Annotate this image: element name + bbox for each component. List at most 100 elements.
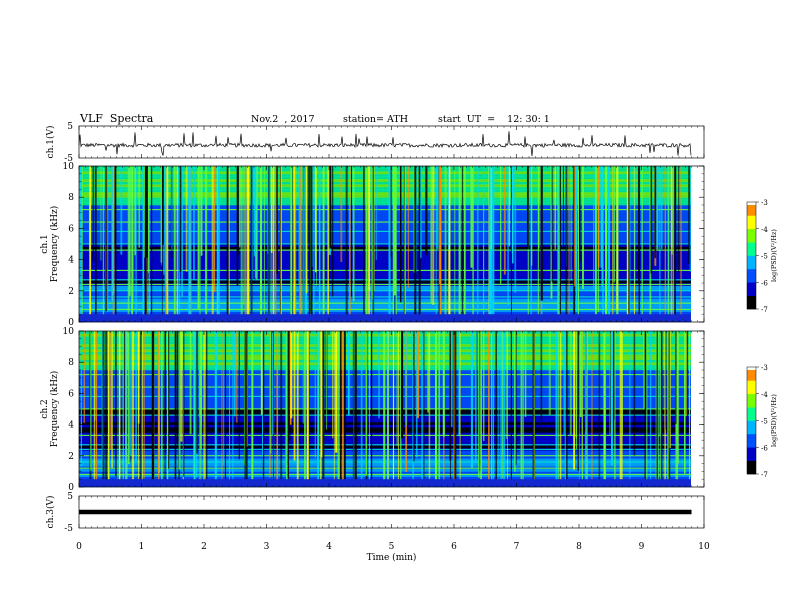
spheric-streak <box>253 166 256 257</box>
spheric-streak <box>345 166 348 322</box>
spheric-streak <box>288 331 291 441</box>
spheric-streak <box>489 166 492 322</box>
spheric-streak <box>131 166 134 322</box>
spheric-streak <box>555 331 558 487</box>
spheric-streak <box>414 166 417 322</box>
spheric-streak <box>307 166 309 245</box>
colorbar-segment <box>747 292 756 296</box>
spheric-streak <box>173 166 176 322</box>
spectrogram-band <box>79 184 691 188</box>
spheric-streak <box>314 331 316 459</box>
spheric-streak <box>368 166 371 322</box>
spheric-streak <box>577 166 579 322</box>
spheric-streak <box>569 331 572 436</box>
x-tick-label: 5 <box>389 542 395 552</box>
spheric-streak <box>633 331 636 456</box>
spheric-streak <box>224 331 227 487</box>
colorbar-segment <box>747 396 756 400</box>
spheric-streak <box>326 331 328 430</box>
spheric-streak <box>689 166 691 272</box>
spheric-streak <box>223 331 225 466</box>
spheric-streak <box>162 166 164 245</box>
panel-frame <box>78 125 705 159</box>
spheric-streak <box>340 166 343 262</box>
spheric-streak <box>308 166 311 315</box>
colorbar-segment <box>747 399 756 403</box>
colorbar-segment <box>747 252 756 256</box>
spheric-streak <box>501 331 504 479</box>
spheric-streak <box>383 331 386 487</box>
spheric-streak <box>347 331 350 416</box>
spectrogram-band <box>79 210 691 214</box>
spheric-streak <box>499 331 502 487</box>
spheric-streak <box>301 166 303 322</box>
spheric-streak <box>452 331 454 425</box>
colorbar-segment <box>747 239 756 243</box>
spectrogram-band <box>79 166 691 169</box>
spheric-streak <box>180 331 183 442</box>
spheric-streak <box>435 166 437 318</box>
spheric-streak <box>577 331 580 472</box>
spheric-streak <box>352 166 355 302</box>
spheric-streak <box>655 331 657 481</box>
spheric-streak <box>229 331 230 487</box>
spheric-streak <box>189 331 192 435</box>
y-axis-label: ch.3(V) <box>45 496 56 529</box>
spheric-streak <box>514 166 517 293</box>
spheric-streak <box>271 166 273 253</box>
colorbar-segment <box>747 290 756 294</box>
x-tick-label: 9 <box>639 542 645 552</box>
spheric-streak <box>657 331 659 487</box>
spheric-streak <box>244 166 247 322</box>
spheric-streak <box>268 166 270 322</box>
spheric-streak <box>111 331 113 468</box>
spheric-streak <box>660 331 663 487</box>
spheric-streak <box>656 166 659 250</box>
colorbar-segment <box>747 441 756 445</box>
colorbar-segment <box>747 367 756 370</box>
colorbar-segment <box>747 295 756 299</box>
colorbar-label: log(PSD)(V²/Hz) <box>770 394 778 447</box>
spheric-streak <box>305 166 308 294</box>
spheric-streak <box>284 331 287 472</box>
spectrogram-band <box>79 264 691 268</box>
spheric-streak <box>412 331 414 487</box>
colorbar-segment <box>747 423 756 427</box>
spheric-streak <box>174 331 177 487</box>
spheric-streak <box>667 331 670 487</box>
spheric-streak <box>438 331 441 487</box>
spheric-streak <box>458 166 461 322</box>
spheric-streak <box>562 166 564 248</box>
spheric-streak <box>269 331 271 478</box>
spheric-streak <box>371 331 373 487</box>
ch2-spectrogram-panel: 0 2 4 6 8 10 ch.2Frequency (kHz) <box>40 327 705 493</box>
spheric-streak <box>600 166 603 268</box>
spheric-streak <box>95 166 97 322</box>
spheric-streak <box>619 331 622 487</box>
spheric-streak <box>659 331 661 437</box>
colorbar-segment <box>747 436 756 440</box>
spheric-streak <box>304 331 306 487</box>
colorbar-segment <box>747 268 756 272</box>
spheric-streak <box>232 331 234 487</box>
spheric-streak <box>548 331 551 416</box>
y-tick-label: 5 <box>67 122 73 132</box>
spheric-streak <box>318 166 321 322</box>
spheric-streak <box>153 331 155 487</box>
spheric-streak <box>363 166 365 320</box>
spheric-streak <box>205 331 208 487</box>
spheric-streak <box>176 331 178 444</box>
colorbar-segment <box>747 279 756 283</box>
spheric-streak <box>259 166 263 322</box>
spheric-streak <box>578 166 581 262</box>
spheric-streak <box>395 166 397 322</box>
colorbar-segment <box>747 439 756 443</box>
spheric-streak <box>105 331 108 487</box>
spheric-streak <box>240 166 243 322</box>
spheric-streak <box>178 166 181 322</box>
spheric-streak <box>378 331 380 419</box>
spheric-streak <box>331 166 334 297</box>
spheric-streak <box>179 166 182 272</box>
y-tick-label: 0 <box>68 483 74 493</box>
colorbar-segment <box>747 207 756 211</box>
